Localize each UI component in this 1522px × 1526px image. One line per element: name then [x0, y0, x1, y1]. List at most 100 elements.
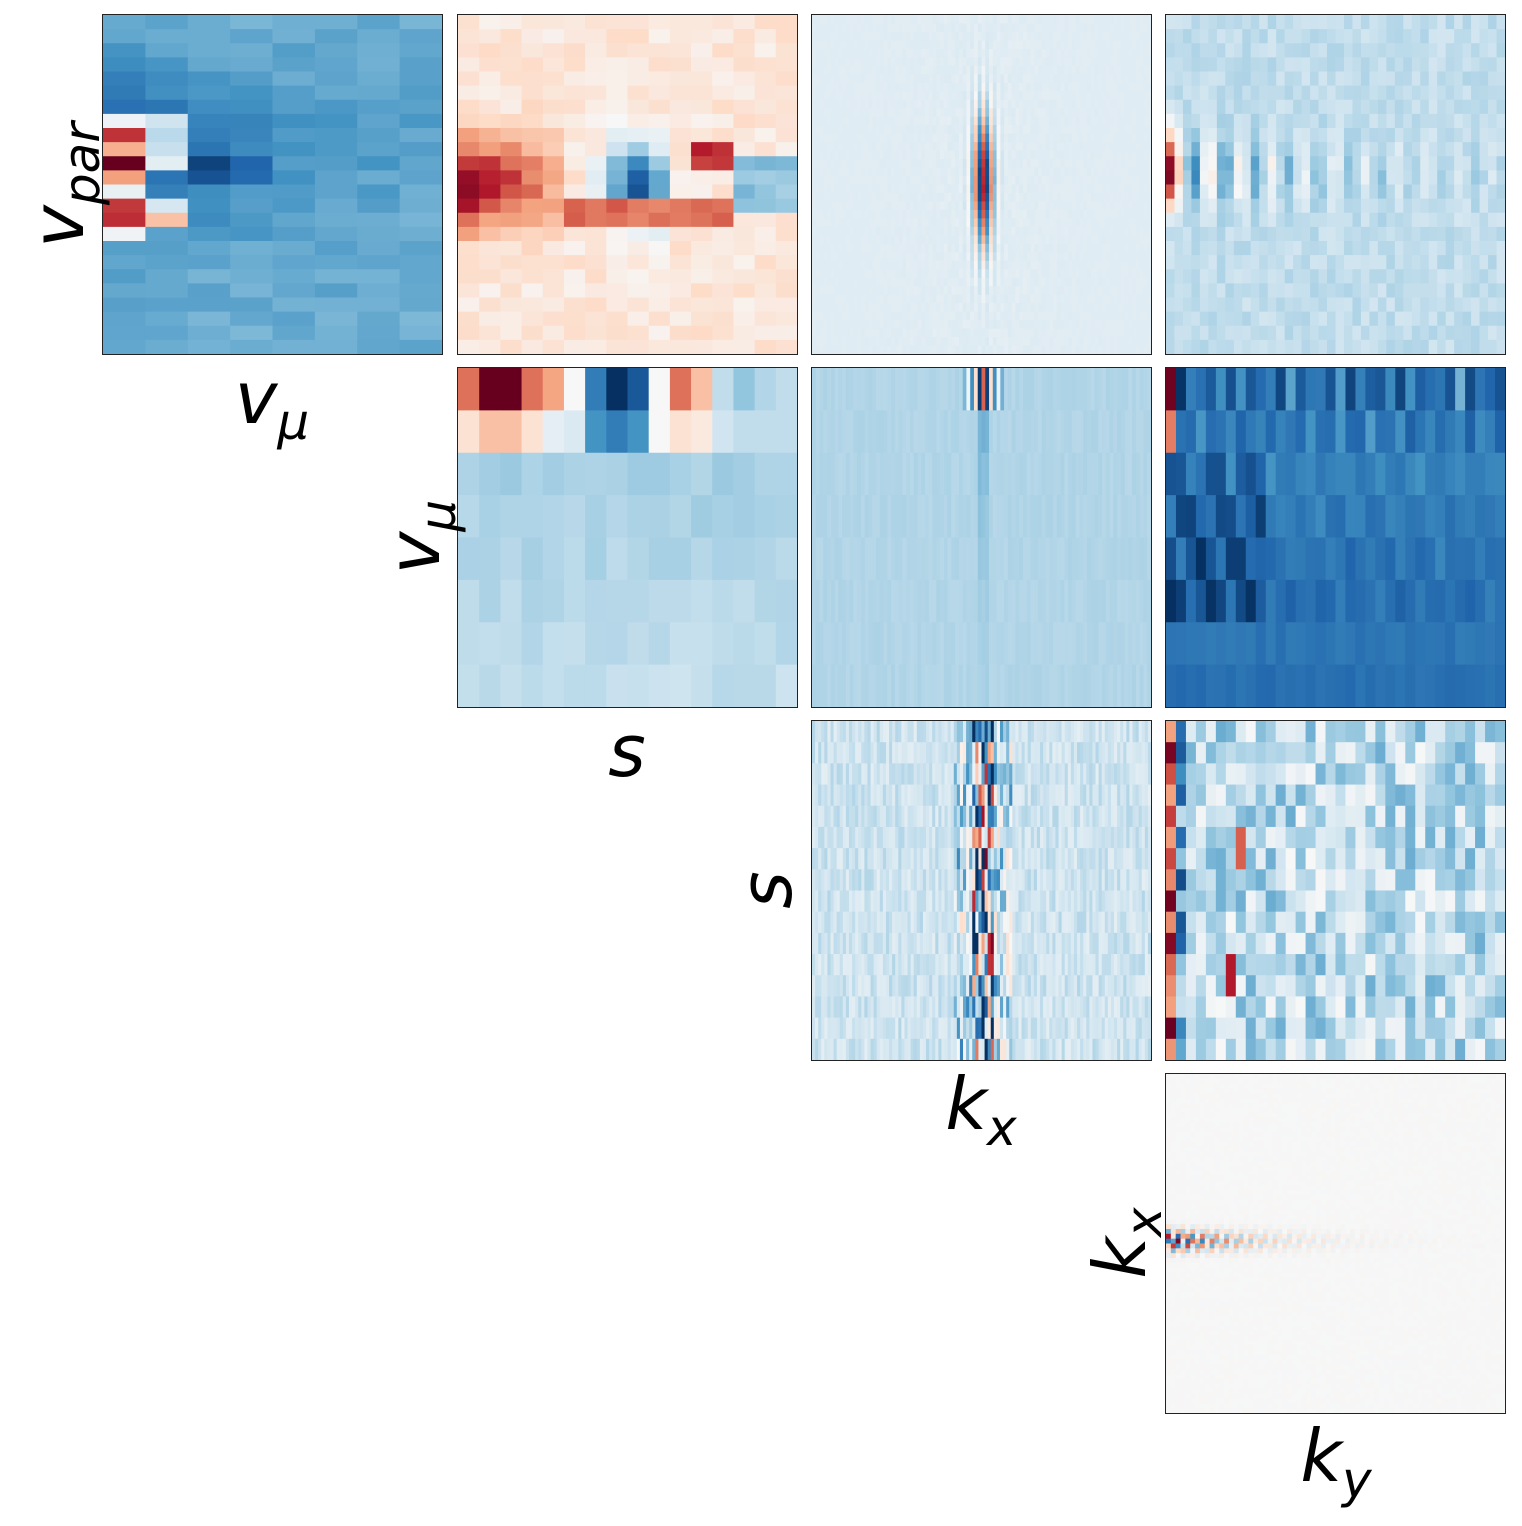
p13-cell: [1030, 116, 1035, 126]
p13-cell: [989, 209, 994, 220]
p13-cell: [951, 99, 956, 109]
p13-cell: [1075, 260, 1081, 270]
p13-cell: [1015, 91, 1020, 101]
p13-cell: [815, 201, 821, 211]
p12-cell: [500, 71, 523, 87]
p12-cell: [712, 113, 735, 129]
p13-cell: [947, 99, 952, 109]
p13-cell: [1030, 269, 1035, 279]
p13-cell: [1094, 218, 1099, 228]
p13-cell: [962, 192, 968, 203]
p14-cell: [1233, 198, 1243, 214]
p13-cell: [962, 142, 968, 152]
p13-cell: [1083, 150, 1088, 160]
p13-cell: [1079, 150, 1084, 160]
p13-cell: [925, 116, 930, 126]
p13-cell: [1113, 277, 1118, 287]
p14-cell: [1394, 85, 1404, 101]
p12-cell: [627, 255, 650, 270]
p13-cell: [1102, 108, 1107, 118]
p14-cell: [1166, 43, 1176, 58]
p12-cell: [500, 255, 523, 270]
p13-cell: [1132, 269, 1137, 279]
p13-cell: [1132, 286, 1137, 296]
p14-cell: [1471, 113, 1481, 129]
p11-cell: [314, 198, 358, 214]
p13-cell: [1022, 176, 1028, 186]
p14-cell: [1479, 128, 1489, 143]
p13-cell: [876, 125, 881, 135]
p12-cell: [733, 113, 756, 129]
p13-cell: [1128, 142, 1133, 152]
p14-cell: [1488, 212, 1498, 228]
p13-cell: [879, 192, 885, 203]
p13-cell: [1064, 159, 1069, 169]
p13-cell: [1030, 167, 1035, 177]
p13-cell: [1037, 328, 1043, 338]
p13-cell: [1132, 294, 1137, 304]
p13-cell: [970, 226, 975, 236]
p13-cell: [1053, 82, 1058, 92]
p14-cell: [1208, 156, 1218, 171]
p12-cell: [754, 57, 777, 73]
p13-cell: [955, 345, 960, 354]
p13-cell: [1139, 218, 1145, 228]
p13-cell: [1079, 116, 1084, 126]
p13-cell: [921, 108, 926, 118]
p13-cell: [909, 277, 915, 287]
p13-cell: [1000, 201, 1005, 211]
p13-cell: [1117, 235, 1122, 245]
p13-cell: [940, 57, 945, 67]
p14-cell: [1454, 170, 1464, 186]
p14-cell: [1369, 170, 1379, 186]
p11-cell: [145, 15, 189, 30]
p13-cell: [928, 116, 934, 126]
p13-cell: [1071, 167, 1077, 177]
p13-cell: [1124, 65, 1129, 75]
p13-cell: [891, 48, 896, 58]
p14-cell: [1403, 99, 1413, 115]
p13-cell: [906, 311, 911, 321]
p13-cell: [962, 311, 968, 321]
p13-cell: [996, 142, 1001, 152]
p13-cell: [827, 192, 832, 203]
p13-cell: [921, 345, 926, 354]
p13-cell: [823, 252, 828, 262]
p13-cell: [1094, 345, 1099, 354]
p13-cell: [1086, 74, 1092, 84]
p13-cell: [932, 48, 937, 58]
p12-cell: [648, 85, 671, 101]
p13-cell: [977, 125, 983, 135]
p13-cell: [860, 201, 866, 211]
p13-cell: [1053, 286, 1058, 296]
p14-cell: [1267, 128, 1277, 143]
p14-cell: [1259, 240, 1269, 256]
p13-cell: [928, 65, 934, 75]
p13-cell: [1037, 142, 1043, 152]
p13-cell: [973, 74, 979, 84]
p11-cell: [230, 85, 274, 101]
p13-cell: [849, 116, 855, 126]
p12-cell: [648, 43, 671, 58]
p13-cell: [827, 320, 832, 330]
p13-cell: [1094, 328, 1099, 338]
p14-cell: [1182, 297, 1193, 313]
p14-cell: [1284, 156, 1294, 171]
p12-cell: [669, 85, 692, 101]
p13-cell: [973, 320, 979, 330]
p13-cell: [1030, 133, 1035, 143]
p13-cell: [909, 252, 915, 262]
p13-cell: [845, 294, 851, 304]
p12-cell: [733, 212, 756, 228]
p13-cell: [1094, 311, 1099, 321]
p13-cell: [1045, 159, 1050, 169]
p14-cell: [1403, 85, 1413, 101]
p13-cell: [932, 286, 937, 296]
p14-cell: [1343, 43, 1354, 58]
p13-cell: [921, 82, 926, 92]
p12-cell: [479, 226, 501, 242]
p13-cell: [992, 345, 998, 354]
p11-cell: [357, 325, 401, 341]
p13-cell: [1124, 192, 1129, 203]
p13-cell: [864, 82, 870, 92]
